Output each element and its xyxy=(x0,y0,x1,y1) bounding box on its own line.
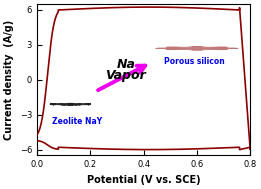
FancyBboxPatch shape xyxy=(157,48,167,49)
FancyBboxPatch shape xyxy=(167,49,177,50)
Polygon shape xyxy=(168,47,226,50)
Circle shape xyxy=(207,48,213,49)
Text: Na: Na xyxy=(117,58,136,70)
Polygon shape xyxy=(156,46,238,50)
X-axis label: Potential (V vs. SCE): Potential (V vs. SCE) xyxy=(87,175,200,185)
FancyBboxPatch shape xyxy=(227,48,236,49)
Text: Porous silicon: Porous silicon xyxy=(164,57,224,66)
Text: Zeolite NaY: Zeolite NaY xyxy=(52,117,102,126)
Circle shape xyxy=(192,49,201,50)
FancyBboxPatch shape xyxy=(216,49,226,50)
Text: Vapor: Vapor xyxy=(105,69,146,82)
Circle shape xyxy=(181,48,187,49)
Circle shape xyxy=(188,48,206,49)
Y-axis label: Current density  (A/g): Current density (A/g) xyxy=(4,20,14,140)
